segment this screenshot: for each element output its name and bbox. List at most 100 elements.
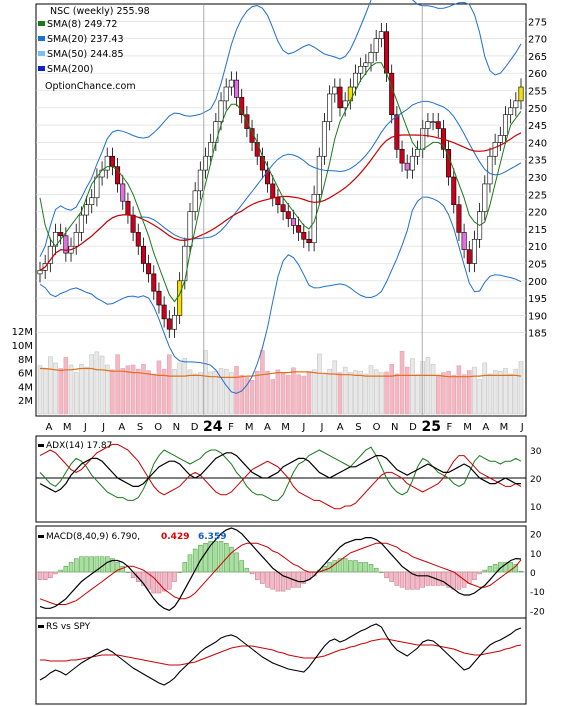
date-label: M <box>281 422 290 433</box>
date-label: A <box>264 422 271 433</box>
candle-body <box>78 214 84 233</box>
candle-body <box>109 155 115 167</box>
macd-histogram-bar <box>508 562 513 573</box>
candle-body <box>280 204 286 212</box>
price-tick-label: 275 <box>528 17 547 28</box>
macd-histogram-bar <box>146 571 151 590</box>
macd-histogram-bar <box>472 571 477 580</box>
volume-bar <box>503 368 508 415</box>
macd-histogram-bar <box>482 569 488 573</box>
macd-tick-label: 10 <box>530 550 542 560</box>
candle-body <box>306 238 312 244</box>
price-tick-label: 210 <box>528 242 547 253</box>
macd-histogram-bar <box>404 571 410 590</box>
volume-bar <box>187 369 193 415</box>
volume-tick-label: 4M <box>18 382 33 393</box>
macd-histogram-bar <box>420 571 425 588</box>
candle-body <box>342 100 348 109</box>
macd-histogram-bar <box>415 571 420 590</box>
adx-lines: 10 20 30 <box>36 443 542 513</box>
date-label: D <box>191 422 199 433</box>
volume-tick-label: 6M <box>18 369 33 380</box>
candle-body <box>208 142 214 157</box>
macd-histogram-bar <box>99 556 105 573</box>
volume-bar <box>68 364 74 415</box>
candle-body <box>425 121 431 129</box>
volume-bars <box>37 350 524 415</box>
macd-histogram-bar <box>353 560 358 573</box>
bollinger-upper-line <box>39 0 522 257</box>
price-tick-label: 185 <box>528 329 547 340</box>
sma8-line <box>39 62 522 303</box>
volume-bar <box>136 368 141 415</box>
volume-tick-label: 2M <box>18 396 33 407</box>
sma50-red-line <box>39 132 522 271</box>
macd-histogram-bar <box>363 562 369 573</box>
candle-body <box>89 197 95 205</box>
volume-bar <box>161 368 167 415</box>
candle-body <box>37 270 43 275</box>
price-moving-averages <box>39 0 522 394</box>
candle-body <box>140 245 146 264</box>
candle-body <box>161 304 167 320</box>
volume-bar <box>327 368 332 415</box>
volume-bar <box>84 366 89 415</box>
macd-swatch <box>38 535 44 538</box>
volume-bar <box>348 372 353 415</box>
candle-body <box>47 245 53 264</box>
macd-histogram-bar <box>48 571 53 578</box>
macd-histogram-bar <box>68 562 74 573</box>
volume-bar <box>249 379 255 415</box>
volume-bar <box>342 366 348 415</box>
plus-di-line <box>39 446 522 501</box>
macd-histogram-bar <box>467 571 472 584</box>
date-label: M <box>63 422 72 433</box>
candle-body <box>502 114 508 136</box>
candle-body <box>73 232 79 247</box>
date-label: A <box>337 422 344 433</box>
date-axis-labels: A M J J A S O N D 24 F M A M J J A S O N D 25 F M A M J <box>46 4 524 435</box>
candle-body <box>430 121 436 123</box>
candle-body <box>373 38 379 53</box>
macd-histogram-bar <box>337 558 343 573</box>
macd-histogram-bar <box>456 571 462 590</box>
date-label: 25 <box>421 419 440 435</box>
macd-histogram-bar <box>477 571 482 575</box>
volume-bar <box>73 372 79 415</box>
volume-bar <box>425 357 431 415</box>
volume-bar <box>389 364 394 415</box>
macd-histogram-bar <box>42 571 48 580</box>
price-tick-label: 190 <box>528 311 547 322</box>
macd-signal-value: 6.359 <box>198 532 226 542</box>
macd-histogram-bar <box>389 571 394 582</box>
volume-bar <box>286 375 291 415</box>
candle-body <box>146 263 152 275</box>
macd-histogram-bar <box>58 569 63 573</box>
volume-bar <box>254 370 260 415</box>
candle-body <box>508 107 514 116</box>
macd-histogram-bar <box>141 571 146 586</box>
volume-bar <box>446 370 451 415</box>
volume-bar <box>244 377 250 415</box>
volume-bar <box>410 358 415 415</box>
candle-body <box>177 280 183 316</box>
price-tick-label: 260 <box>528 69 547 80</box>
candle-body <box>197 169 203 192</box>
volume-bar <box>435 375 441 415</box>
volume-bar <box>130 364 136 415</box>
macd-histogram-bar <box>125 571 131 573</box>
candle-body <box>337 86 343 109</box>
legend-nsc: NSC (weekly) 255.98 <box>50 6 150 17</box>
macd-histogram-bar <box>379 571 384 573</box>
volume-bar <box>306 372 312 415</box>
macd-histogram-bar <box>198 544 203 573</box>
volume-bar <box>337 372 343 415</box>
volume-tick-label: 12M <box>12 327 33 338</box>
candle-body <box>316 155 322 195</box>
volume-bar <box>89 354 94 415</box>
candle-body <box>352 72 358 88</box>
volume-bar <box>177 362 182 415</box>
volume-bar <box>167 354 172 415</box>
macd-histogram-bar <box>156 571 162 594</box>
candle-body <box>409 155 415 171</box>
